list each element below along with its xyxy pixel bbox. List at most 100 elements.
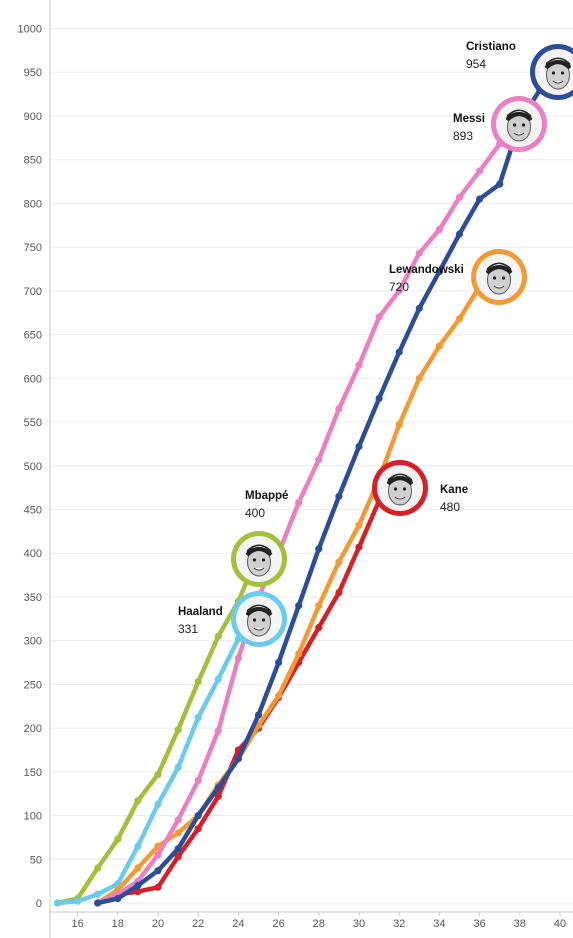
avatar-eye — [492, 276, 497, 280]
label-lewandowski: Lewandowski 720 — [389, 264, 464, 294]
x-axis-ticks: 16 18 20 22 24 26 28 30 32 34 36 38 40 — [71, 912, 566, 930]
point-kane — [134, 888, 142, 896]
point-cristiano — [154, 867, 162, 875]
point-lewandowski — [395, 421, 403, 429]
point-messi — [194, 776, 202, 785]
x-tick-label: 38 — [514, 918, 526, 930]
y-tick-label: 400 — [24, 548, 42, 560]
player-goal-total: 720 — [389, 280, 409, 294]
point-mbappe — [214, 632, 222, 640]
y-tick-label: 500 — [24, 461, 42, 473]
player-name-label: Cristiano — [466, 41, 516, 53]
series-lines — [53, 65, 564, 907]
gridlines — [50, 28, 573, 904]
player-goal-total: 331 — [178, 622, 198, 636]
label-messi: Messi 893 — [453, 113, 485, 143]
x-tick-label: 18 — [112, 918, 124, 930]
avatar-eye — [261, 558, 266, 562]
label-kane: Kane 480 — [440, 484, 468, 514]
lewandowski-portrait-icon — [471, 249, 527, 305]
point-cristiano — [254, 711, 263, 719]
point-haaland — [214, 675, 222, 683]
point-kane — [335, 588, 343, 597]
point-messi — [395, 287, 403, 295]
point-lewandowski — [295, 650, 303, 658]
point-haaland — [194, 714, 202, 722]
y-tick-label: 700 — [24, 286, 42, 298]
point-cristiano — [435, 268, 443, 276]
point-lewandowski — [335, 558, 343, 566]
avatar-hairline — [505, 112, 533, 122]
point-messi — [335, 405, 343, 413]
player-labels: Cristiano 954 Messi 893 Lewandowski 720 Kane 48… — [178, 41, 516, 636]
point-lewandowski — [275, 692, 283, 700]
point-messi — [375, 313, 383, 321]
point-haaland — [94, 890, 102, 898]
point-messi — [154, 851, 162, 859]
avatar-eye — [560, 71, 565, 75]
player-name-label: Lewandowski — [389, 264, 464, 276]
messi-portrait-icon — [491, 96, 547, 152]
point-haaland — [154, 800, 162, 808]
point-messi — [476, 167, 484, 175]
point-messi — [295, 498, 303, 507]
y-tick-label: 900 — [24, 111, 42, 123]
avatar-hair — [387, 473, 413, 484]
y-tick-label: 200 — [24, 723, 42, 735]
point-mbappe — [194, 678, 202, 686]
point-messi — [455, 193, 464, 201]
point-mbappe — [94, 864, 102, 872]
axes — [49, 0, 573, 938]
point-kane — [355, 543, 363, 551]
avatar-hairline — [485, 265, 513, 275]
y-tick-label: 300 — [24, 636, 42, 648]
x-tick-label: 22 — [192, 918, 204, 930]
y-tick-label: 100 — [24, 811, 42, 823]
avatar-hairline — [386, 476, 414, 486]
avatar-hairline — [245, 607, 273, 617]
avatar-eye — [501, 276, 506, 280]
point-kane — [154, 883, 162, 891]
line-cristiano — [95, 66, 563, 906]
point-messi — [435, 226, 443, 234]
avatar-mouth — [394, 496, 406, 500]
point-lewandowski — [315, 602, 323, 610]
point-cristiano — [174, 845, 182, 853]
avatar-mouth — [552, 80, 564, 84]
player-name-label: Mbappé — [245, 490, 288, 502]
point-cristiano — [114, 895, 122, 903]
avatar-hair — [486, 262, 512, 273]
x-tick-label: 40 — [554, 918, 566, 930]
point-messi — [415, 249, 423, 257]
x-tick-label: 36 — [473, 918, 485, 930]
point-cristiano — [355, 442, 363, 451]
label-cristiano: Cristiano 954 — [466, 41, 516, 71]
avatar-eye — [512, 123, 517, 127]
point-mbappe — [114, 835, 122, 843]
x-tick-label: 26 — [272, 918, 284, 930]
avatar-eye — [521, 123, 526, 127]
point-kane — [174, 853, 182, 861]
player-avatars — [231, 44, 573, 647]
y-tick-label: 150 — [24, 767, 42, 779]
player-goal-total: 954 — [466, 57, 486, 71]
player-goal-total: 893 — [453, 129, 473, 143]
avatar-mouth — [513, 132, 525, 136]
y-tick-label: 450 — [24, 504, 42, 516]
player-goal-total: 480 — [440, 500, 460, 514]
x-tick-label: 34 — [433, 918, 445, 930]
y-tick-label: 1000 — [18, 24, 42, 36]
x-tick-label: 20 — [152, 918, 164, 930]
haaland-portrait-icon — [231, 591, 287, 647]
point-messi — [214, 727, 222, 735]
mbappe-portrait-icon — [231, 531, 287, 587]
avatar-hair — [246, 604, 272, 615]
player-name-label: Messi — [453, 113, 485, 125]
line-messi — [95, 119, 523, 906]
point-messi — [355, 361, 363, 369]
point-lewandowski — [455, 315, 464, 323]
x-tick-label: 24 — [232, 918, 244, 930]
point-kane — [315, 623, 323, 632]
point-cristiano — [496, 180, 504, 188]
